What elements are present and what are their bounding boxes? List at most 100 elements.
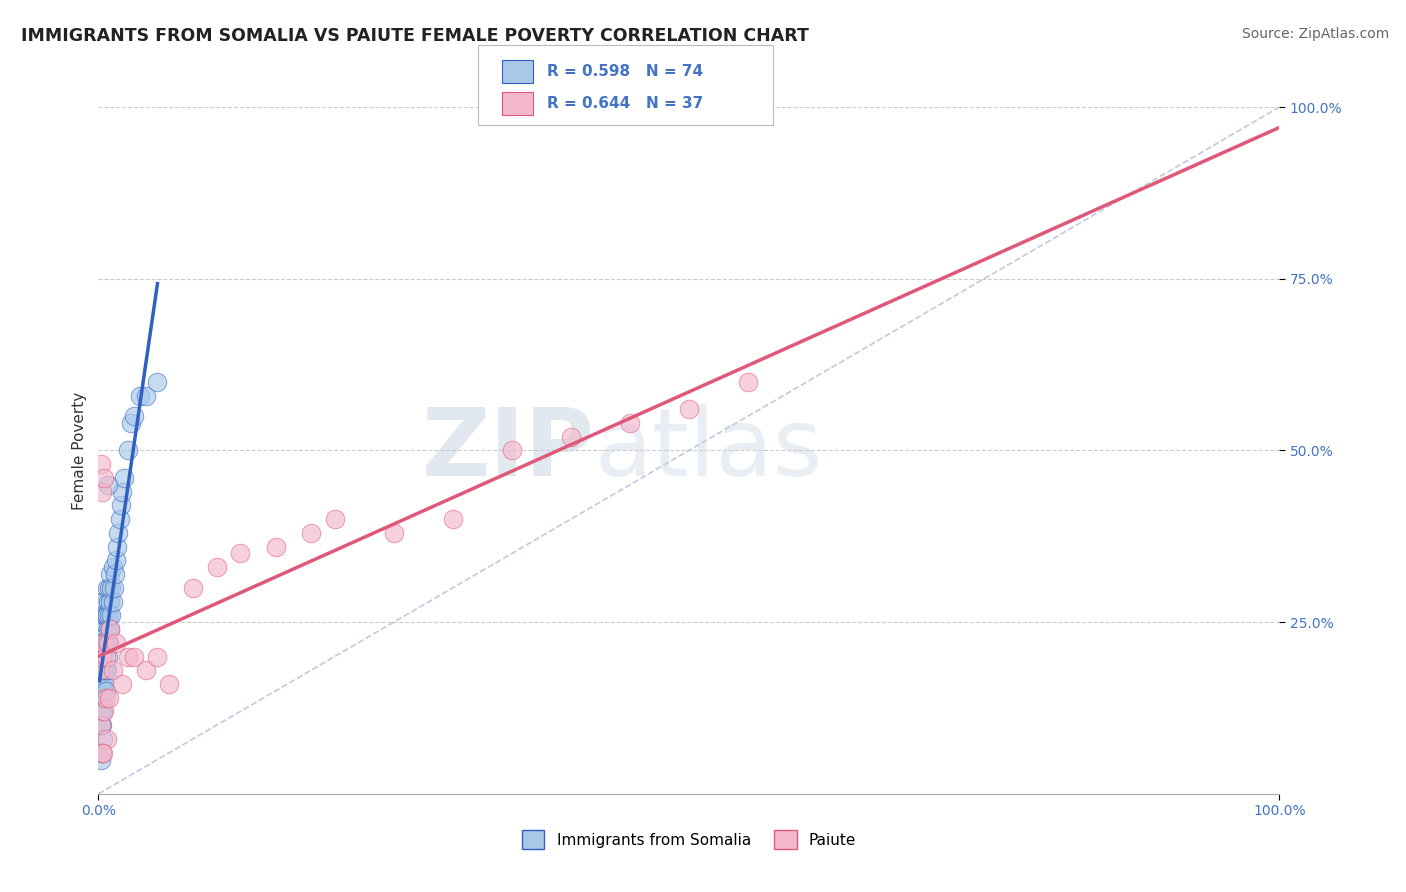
Point	[96, 636, 118, 650]
Point	[93, 608, 115, 623]
Point	[560, 430, 582, 444]
Point	[105, 553, 128, 567]
Text: atlas: atlas	[595, 404, 823, 497]
Point	[107, 525, 129, 540]
Point	[94, 690, 117, 705]
Point	[91, 484, 114, 499]
Point	[96, 608, 118, 623]
Point	[110, 499, 132, 513]
Text: Source: ZipAtlas.com: Source: ZipAtlas.com	[1241, 27, 1389, 41]
Text: ZIP: ZIP	[422, 404, 595, 497]
Point	[91, 622, 114, 636]
Point	[89, 636, 111, 650]
Point	[100, 581, 122, 595]
Point	[105, 636, 128, 650]
Point	[105, 540, 128, 554]
Point	[98, 567, 121, 582]
Point	[101, 560, 124, 574]
Point	[96, 663, 118, 677]
Point	[91, 649, 114, 664]
Point	[96, 731, 118, 746]
Text: R = 0.598   N = 74: R = 0.598 N = 74	[547, 64, 703, 78]
Point	[111, 484, 134, 499]
Point	[91, 683, 114, 698]
Point	[91, 594, 114, 608]
Point	[737, 375, 759, 389]
Point	[104, 567, 127, 582]
Point	[91, 690, 114, 705]
Text: IMMIGRANTS FROM SOMALIA VS PAIUTE FEMALE POVERTY CORRELATION CHART: IMMIGRANTS FROM SOMALIA VS PAIUTE FEMALE…	[21, 27, 808, 45]
Point	[93, 690, 115, 705]
Point	[98, 636, 121, 650]
Point	[89, 649, 111, 664]
Legend: Immigrants from Somalia, Paiute: Immigrants from Somalia, Paiute	[516, 824, 862, 855]
Point	[91, 608, 114, 623]
Point	[91, 705, 114, 719]
Point	[91, 663, 114, 677]
Point	[90, 753, 112, 767]
Point	[98, 622, 121, 636]
Point	[90, 670, 112, 684]
Point	[382, 525, 405, 540]
Point	[98, 622, 121, 636]
Point	[117, 649, 139, 664]
Point	[117, 443, 139, 458]
Point	[91, 731, 114, 746]
Point	[90, 457, 112, 471]
Point	[97, 649, 120, 664]
Point	[90, 663, 112, 677]
Point	[98, 690, 121, 705]
Point	[98, 594, 121, 608]
Point	[122, 649, 145, 664]
Point	[91, 718, 114, 732]
Point	[135, 663, 157, 677]
Point	[94, 608, 117, 623]
Point	[96, 581, 118, 595]
Point	[94, 663, 117, 677]
Point	[90, 636, 112, 650]
Point	[91, 746, 114, 760]
Point	[97, 478, 120, 492]
Point	[90, 718, 112, 732]
Point	[94, 649, 117, 664]
Point	[135, 388, 157, 402]
Point	[501, 443, 523, 458]
Point	[90, 649, 112, 664]
Point	[94, 636, 117, 650]
Point	[91, 636, 114, 650]
Point	[91, 705, 114, 719]
Point	[128, 388, 150, 402]
Point	[91, 649, 114, 664]
Point	[112, 471, 135, 485]
Point	[678, 402, 700, 417]
Point	[91, 663, 114, 677]
Point	[91, 636, 114, 650]
Point	[323, 512, 346, 526]
Point	[264, 540, 287, 554]
Point	[90, 615, 112, 630]
Point	[97, 636, 120, 650]
Point	[441, 512, 464, 526]
Point	[93, 636, 115, 650]
Point	[157, 677, 180, 691]
Point	[93, 677, 115, 691]
Point	[100, 608, 122, 623]
Point	[98, 581, 121, 595]
Point	[89, 683, 111, 698]
Point	[122, 409, 145, 423]
Point	[181, 581, 204, 595]
Point	[229, 546, 252, 561]
Point	[93, 471, 115, 485]
Point	[90, 705, 112, 719]
Point	[91, 677, 114, 691]
Point	[619, 416, 641, 430]
Y-axis label: Female Poverty: Female Poverty	[72, 392, 87, 509]
Point	[121, 416, 143, 430]
Point	[91, 746, 114, 760]
Point	[101, 594, 124, 608]
Point	[89, 663, 111, 677]
Point	[91, 649, 114, 664]
Point	[108, 512, 131, 526]
Point	[89, 663, 111, 677]
Point	[94, 683, 117, 698]
